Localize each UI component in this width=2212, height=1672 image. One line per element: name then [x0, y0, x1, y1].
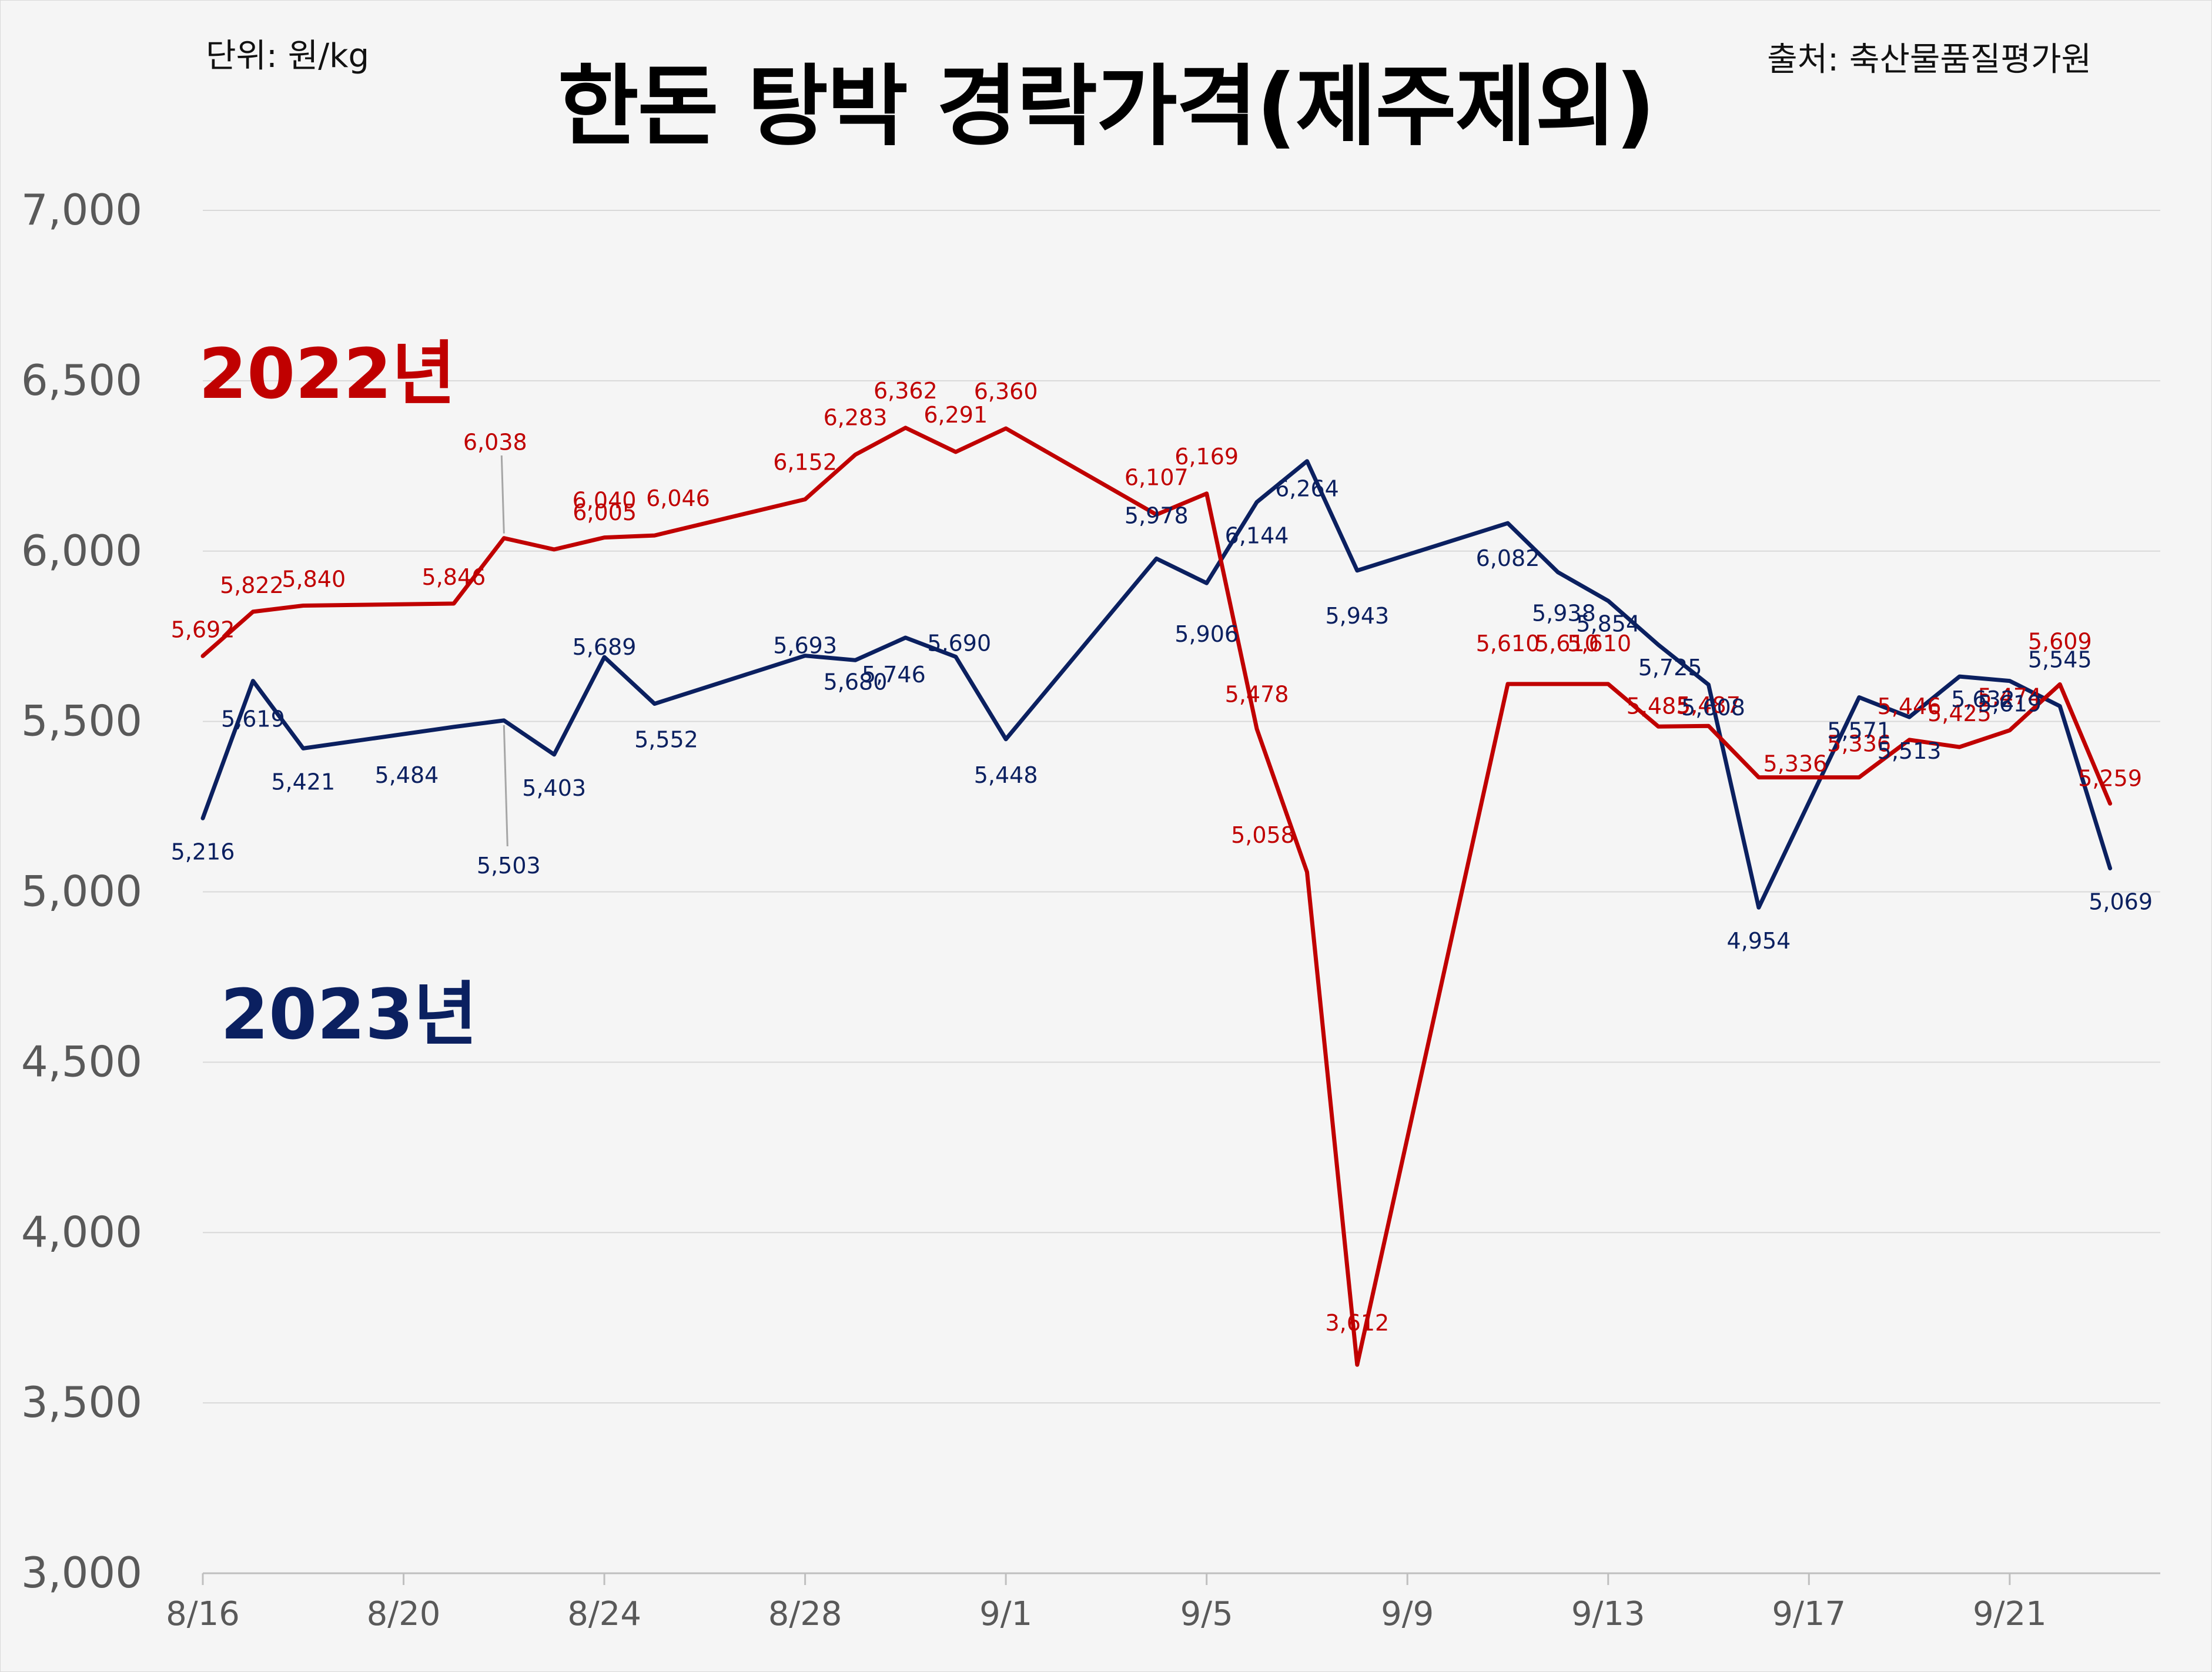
data-label-2022: 6,362 [874, 378, 938, 404]
x-tick-label: 9/1 [979, 1595, 1032, 1633]
unit-note: 단위: 원/kg [206, 37, 370, 75]
data-label-2022: 5,485 [1627, 693, 1691, 719]
series-line-2023 [200, 459, 2113, 910]
data-label-2022: 6,005 [573, 500, 637, 525]
series-lines [200, 425, 2113, 1367]
data-label-2023: 6,264 [1275, 476, 1339, 502]
data-label-2023: 5,693 [773, 633, 837, 659]
data-label-2022: 5,446 [1878, 693, 1942, 719]
data-label-2022: 3,612 [1325, 1310, 1389, 1336]
data-label-2023: 5,403 [522, 775, 586, 801]
y-tick-label: 7,000 [21, 185, 142, 234]
data-label-2023: 5,619 [1977, 691, 2042, 717]
data-label-2022: 5,474 [1977, 684, 2042, 710]
data-label-2023: 5,632 [1951, 686, 2015, 712]
series-line-2022 [200, 425, 2113, 1367]
x-tick-label: 9/13 [1571, 1595, 1645, 1633]
series-label-2023: 2023년 [220, 974, 477, 1055]
x-tick-label: 8/16 [166, 1595, 240, 1633]
y-tick-label: 4,000 [21, 1207, 142, 1256]
y-tick-label: 3,000 [21, 1548, 142, 1597]
y-tick-label: 6,000 [21, 526, 142, 575]
data-label-2022: 6,046 [646, 485, 710, 511]
x-tick-label: 8/20 [367, 1595, 441, 1633]
data-label-2023: 5,680 [824, 669, 888, 695]
data-label-2023: 5,906 [1174, 621, 1239, 647]
x-tick-label: 9/17 [1772, 1595, 1846, 1633]
data-label-2023: 5,216 [171, 839, 235, 865]
leader-line [503, 725, 508, 847]
data-label-2023: 5,943 [1325, 603, 1389, 629]
data-label-2023: 5,421 [271, 769, 335, 795]
data-label-2023: 6,144 [1225, 522, 1289, 548]
x-tick-label: 9/21 [1973, 1595, 2047, 1633]
data-label-2022: 5,692 [171, 616, 235, 642]
data-label-2023: 5,484 [375, 762, 439, 788]
data-label-2023: 5,725 [1638, 655, 1702, 681]
data-label-2022: 6,291 [923, 402, 988, 428]
data-label-2022: 5,478 [1225, 681, 1289, 707]
y-tick-label: 5,000 [21, 867, 142, 916]
data-label-2022: 5,259 [2078, 765, 2142, 791]
data-label-2022: 5,609 [2028, 628, 2092, 654]
y-tick-label: 3,500 [21, 1378, 142, 1427]
y-tick-label: 5,500 [21, 696, 142, 746]
data-label-2023: 5,513 [1878, 738, 1942, 764]
data-label-2023: 5,503 [477, 853, 541, 879]
data-label-2022: 5,610 [1476, 631, 1540, 656]
data-label-2022: 5,610 [1535, 631, 1599, 656]
data-label-2023: 6,082 [1476, 545, 1540, 571]
data-label-2022: 6,360 [974, 378, 1038, 404]
data-label-2022: 5,822 [220, 572, 284, 598]
x-tick-label: 8/28 [768, 1595, 842, 1633]
data-label-2022: 6,152 [773, 450, 837, 475]
data-label-2023: 5,938 [1532, 601, 1596, 626]
data-label-2022: 5,610 [1567, 631, 1631, 656]
leader-line [500, 455, 505, 534]
data-label-2023: 5,689 [573, 634, 637, 660]
x-tick-label: 8/24 [567, 1595, 641, 1633]
data-label-2022: 6,040 [573, 488, 637, 514]
data-label-2022: 5,487 [1676, 692, 1741, 718]
data-label-2023: 5,545 [2028, 647, 2092, 673]
data-label-2022: 6,107 [1125, 465, 1189, 491]
data-label-2022: 5,846 [422, 564, 486, 590]
source-note: 출처: 축산물품질평가원 [1767, 41, 2091, 79]
data-label-2023: 5,552 [634, 726, 698, 752]
data-label-2022: 5,058 [1231, 822, 1295, 848]
data-label-2023: 5,690 [927, 630, 991, 656]
data-label-2023: 5,854 [1576, 611, 1640, 636]
data-label-2023: 5,619 [221, 706, 285, 732]
gridlines [203, 210, 2160, 1404]
data-label-2022: 5,336 [1763, 751, 1828, 777]
data-label-2022: 6,038 [463, 430, 527, 455]
data-label-2023: 4,954 [1727, 928, 1791, 954]
x-tick-label: 9/9 [1381, 1595, 1434, 1633]
data-label-2023: 5,448 [974, 762, 1038, 788]
data-label-2023: 5,608 [1681, 695, 1745, 721]
data-label-2022: 6,283 [824, 405, 888, 431]
series-label-2022: 2022년 [199, 333, 456, 414]
axes: 3,000 3,500 4,000 4,500 5,000 5,500 6,000 6,500… [21, 185, 2160, 1633]
y-tick-label: 4,500 [21, 1037, 142, 1086]
data-label-2022: 6,169 [1174, 444, 1239, 470]
data-label-2022: 5,840 [282, 567, 346, 592]
data-label-2023: 5,978 [1125, 503, 1189, 529]
data-label-2022: 5,425 [1927, 701, 1992, 726]
data-label-2023: 5,746 [862, 662, 926, 688]
y-tick-label: 6,500 [21, 356, 142, 405]
chart-title: 한돈 탕박 경락가격(제주제외) [557, 56, 1656, 158]
data-label-2023: 5,069 [2089, 889, 2153, 914]
data-label-2023: 5,571 [1827, 718, 1891, 743]
data-label-2022: 5,336 [1827, 731, 1891, 757]
x-tick-label: 9/5 [1180, 1595, 1233, 1633]
leader-lines [500, 455, 508, 847]
